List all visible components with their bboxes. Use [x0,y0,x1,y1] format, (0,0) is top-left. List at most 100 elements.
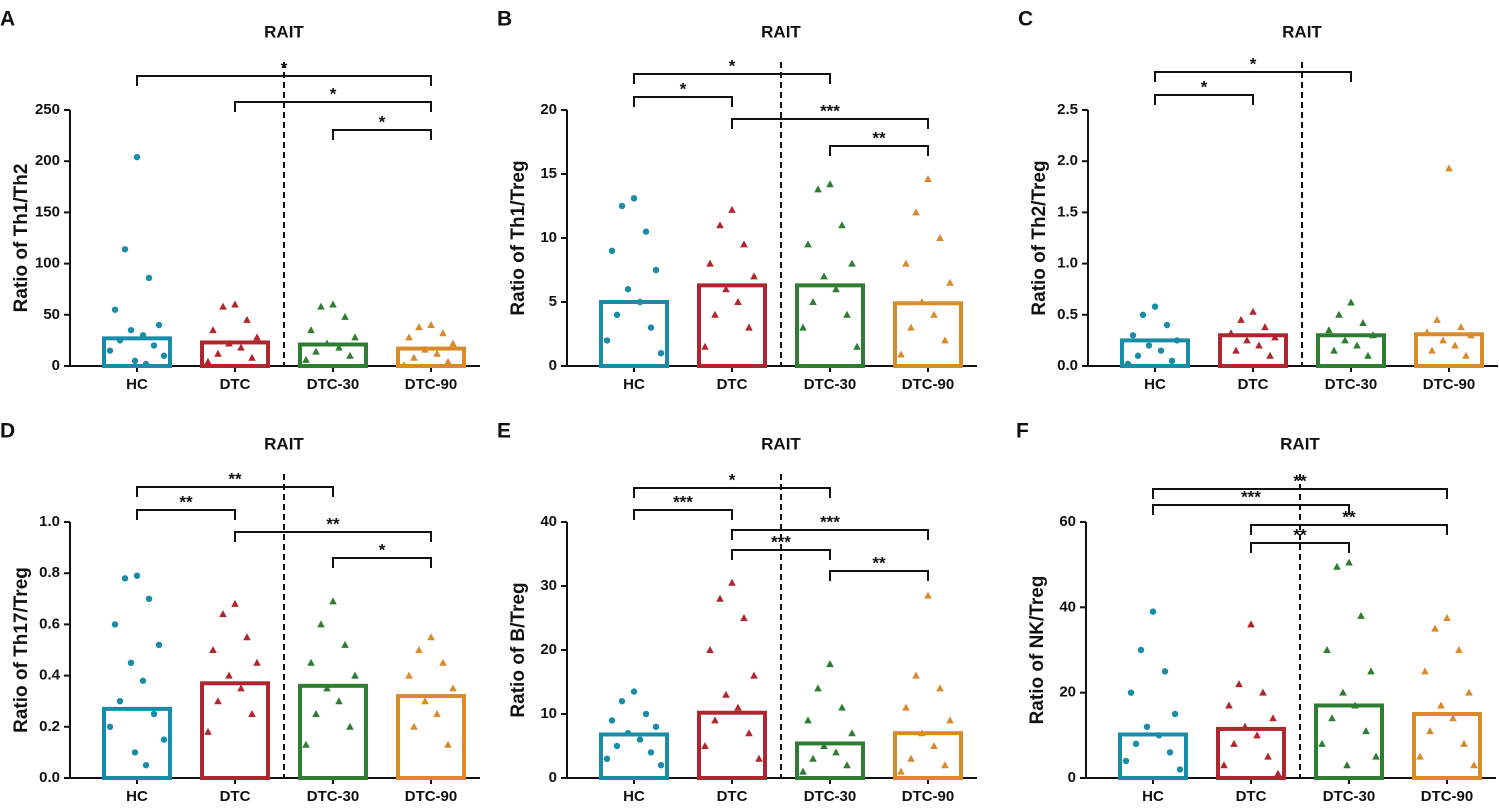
data-point [444,740,452,748]
data-point [647,324,655,331]
data-point [1220,761,1228,769]
data-point [941,761,949,769]
data-point [116,698,124,705]
significance-bracket [136,486,334,497]
data-point [603,755,611,762]
data-point [248,353,256,361]
y-tick-label: 0 [549,357,557,374]
data-point [832,285,840,293]
data-point [351,671,359,679]
panel-letter: A [0,8,15,31]
y-axis-label: Ratio of Th2/Treg [1029,160,1050,315]
data-point [302,355,310,363]
y-axis-label: Ratio of NK/Treg [1027,576,1048,725]
x-tick-label: DTC-30 [1325,376,1378,393]
data-point [924,591,932,599]
data-point [1143,723,1151,730]
data-point [1460,739,1468,747]
bar [893,301,963,368]
data-point [1166,749,1174,756]
data-point [1237,315,1245,323]
data-point [843,310,851,318]
data-point [652,723,660,730]
data-point [1274,769,1282,777]
significance-label: *** [820,512,840,531]
panel-letter: C [1018,8,1033,31]
data-point [1343,761,1351,769]
bar [1120,338,1190,368]
y-tick-label: 10 [540,229,557,246]
data-point [722,690,730,698]
x-tick-label: DTC [220,788,251,805]
y-tick-label: 150 [35,203,60,220]
data-point [1362,727,1370,735]
data-point [127,326,135,334]
data-point [728,205,736,213]
chart-title: RAIT [264,22,304,41]
y-tick-label: 0.5 [1057,306,1078,323]
data-point [1416,752,1424,760]
data-point [341,640,349,648]
data-point [121,246,129,253]
data-point [930,310,938,318]
data-point [415,646,423,653]
data-point [1462,351,1470,359]
data-point [439,658,447,666]
data-point [832,748,840,756]
bar [599,300,669,368]
data-point [329,300,337,308]
x-tick-label: DTC [1238,376,1269,393]
x-tick-label: DTC-30 [307,788,360,805]
y-tick-label: 200 [35,152,60,169]
y-tick-label: 0 [549,769,557,786]
significance-label: ** [228,469,242,488]
data-point [1145,342,1153,349]
data-point [1455,646,1463,653]
data-point [116,337,124,344]
data-point [1351,701,1359,709]
data-point [449,339,457,347]
data-point [1232,346,1240,354]
data-point [214,697,222,705]
data-point [1449,714,1457,722]
chart-title: RAIT [761,434,801,453]
data-point [657,762,665,769]
y-tick-label: 0.4 [39,667,61,684]
data-point [329,597,337,605]
data-point [433,349,441,357]
data-point [814,684,822,692]
data-point [106,347,114,354]
y-tick-label: 2.5 [1057,101,1078,118]
y-tick-label: 20 [540,101,557,118]
bar [1314,703,1384,781]
y-axis-label: Ratio of Th17/Treg [11,567,32,733]
data-point [346,722,354,730]
data-point [133,572,141,579]
data-point [444,357,452,365]
data-point [307,326,315,334]
data-point [936,234,944,241]
data-point [613,742,621,750]
data-point [133,153,141,161]
data-point [1333,562,1341,570]
data-point [1225,701,1233,709]
data-point [405,671,413,679]
data-point [1467,331,1475,339]
significance-label: *** [820,101,840,120]
y-tick-label: 0.2 [39,718,60,735]
data-point [755,754,763,762]
data-point [1325,326,1333,334]
data-point [936,684,944,692]
data-point [1269,714,1277,722]
data-point [142,360,150,368]
data-point [804,716,812,724]
data-point [131,749,139,756]
x-tick-label: DTC-30 [804,376,857,393]
data-point [111,306,119,313]
x-tick-label: DTC [1236,788,1267,805]
data-point [1168,357,1176,365]
data-point [323,339,331,347]
data-point [421,697,429,705]
data-point [930,742,938,749]
data-point [155,641,163,649]
